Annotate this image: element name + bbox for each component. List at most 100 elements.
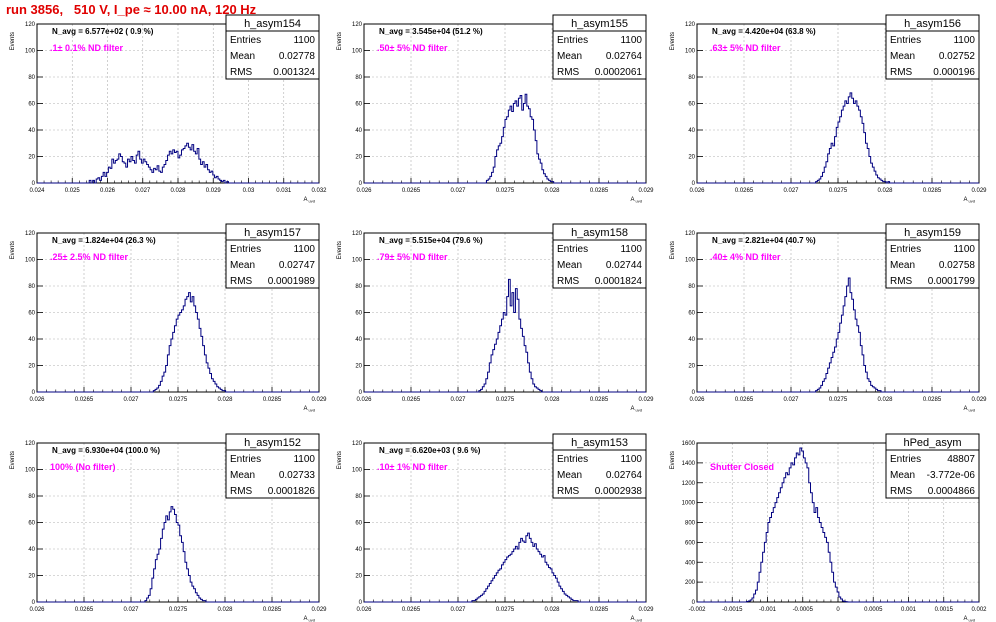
histogram-panel: 0.026 0.0265 0.027 0.0275 0.028 0.0285 0.029 0 2… xyxy=(337,223,654,413)
y-tick-label: 60 xyxy=(355,102,362,108)
x-tick-label: 0.0265 xyxy=(735,188,754,194)
y-tick-label: 60 xyxy=(355,521,362,527)
x-tick-label: 0.0285 xyxy=(263,397,282,403)
x-tick-label: 0.0275 xyxy=(829,397,848,403)
stats-row-value: 1100 xyxy=(620,454,642,465)
x-tick-label: 0.026 xyxy=(689,188,705,194)
y-tick-label: 80 xyxy=(688,75,695,81)
histogram-series xyxy=(37,142,319,184)
x-tick-label: 0.026 xyxy=(689,397,705,403)
x-tick-label: 0.029 xyxy=(206,188,222,194)
filter-annotation: .1± 0.1% ND filter xyxy=(50,43,123,53)
x-tick-label: 0.03 xyxy=(243,188,255,194)
y-tick-label: 20 xyxy=(28,364,35,370)
y-tick-label: 20 xyxy=(28,155,35,161)
x-tick-label: 0.001 xyxy=(901,607,917,613)
stats-row-label: Mean xyxy=(230,51,255,62)
stats-row-label: Mean xyxy=(230,470,255,481)
x-axis-title: Auvd xyxy=(304,616,315,622)
x-tick-label: 0.031 xyxy=(276,188,292,194)
histogram-series xyxy=(697,447,979,603)
y-tick-label: 1400 xyxy=(682,461,696,467)
stats-row-label: Entries xyxy=(230,244,261,255)
x-tick-label: 0.0285 xyxy=(590,607,609,613)
stats-row-value: 0.02744 xyxy=(606,260,643,271)
x-tick-label: 0.029 xyxy=(638,607,654,613)
y-tick-label: 80 xyxy=(355,75,362,81)
y-tick-label: 60 xyxy=(28,311,35,317)
x-tick-label: -0.001 xyxy=(759,607,777,613)
y-tick-label: 100 xyxy=(25,258,36,264)
x-tick-label: 0.025 xyxy=(65,188,81,194)
x-tick-label: 0.026 xyxy=(356,607,372,613)
stats-row-value: 0.000196 xyxy=(933,67,975,78)
y-axis-title: Events xyxy=(670,241,676,259)
y-tick-label: 100 xyxy=(352,468,363,474)
stats-row-label: Mean xyxy=(557,51,582,62)
stats-box xyxy=(552,14,647,80)
y-tick-label: 0 xyxy=(32,600,36,606)
stats-row-label: RMS xyxy=(890,276,913,287)
x-tick-label: 0.028 xyxy=(877,397,893,403)
stats-row-value: 1100 xyxy=(620,35,642,46)
y-tick-label: 0 xyxy=(32,390,36,396)
y-tick-label: 40 xyxy=(355,337,362,343)
x-tick-label: 0.029 xyxy=(638,397,654,403)
y-tick-label: 40 xyxy=(28,337,35,343)
x-tick-label: 0.027 xyxy=(783,397,799,403)
stats-row-value: 0.0002061 xyxy=(595,67,643,78)
x-tick-label: 0 xyxy=(836,607,840,613)
x-tick-label: 0.029 xyxy=(971,397,987,403)
y-tick-label: 120 xyxy=(25,441,36,447)
x-tick-label: 0.0275 xyxy=(829,188,848,194)
x-tick-label: 0.026 xyxy=(356,188,372,194)
filter-annotation: .40± 4% ND filter xyxy=(710,252,781,262)
stats-row-label: RMS xyxy=(557,276,580,287)
stats-row-value: 0.02747 xyxy=(279,260,316,271)
x-tick-label: 0.0015 xyxy=(935,607,954,613)
y-tick-label: 1000 xyxy=(682,501,696,507)
x-tick-label: 0.029 xyxy=(971,188,987,194)
x-tick-label: 0.0285 xyxy=(923,397,942,403)
y-tick-label: 80 xyxy=(355,494,362,500)
stats-row-value: 0.0001989 xyxy=(268,276,316,287)
y-tick-label: 0 xyxy=(692,181,696,187)
x-axis-title: Auvd xyxy=(631,197,642,204)
stats-row-label: RMS xyxy=(557,486,580,497)
stats-box xyxy=(225,433,320,499)
y-tick-label: 100 xyxy=(685,258,696,264)
navg-label: N_avg = 3.545e+04 (51.2 %) xyxy=(379,27,483,36)
stats-box-title: h_asym159 xyxy=(904,227,961,239)
x-tick-label: 0.027 xyxy=(450,188,466,194)
x-tick-label: 0.028 xyxy=(544,397,560,403)
y-tick-label: 0 xyxy=(359,181,363,187)
stats-box xyxy=(885,14,980,80)
y-tick-label: 120 xyxy=(685,22,696,28)
x-tick-label: 0.0265 xyxy=(402,397,421,403)
x-tick-label: 0.0285 xyxy=(590,397,609,403)
y-tick-label: 120 xyxy=(352,22,363,28)
y-tick-label: 20 xyxy=(688,155,695,161)
y-tick-label: 600 xyxy=(685,540,696,546)
stats-row-label: RMS xyxy=(230,276,253,287)
stats-row-label: Mean xyxy=(890,260,915,271)
x-tick-label: 0.028 xyxy=(217,397,233,403)
stats-row-label: RMS xyxy=(230,67,253,78)
stats-box-title: h_asym154 xyxy=(244,18,301,30)
stats-row-value: 0.02758 xyxy=(939,260,976,271)
stats-row-value: 0.02764 xyxy=(606,470,643,481)
y-tick-label: 0 xyxy=(692,390,696,396)
stats-box xyxy=(225,223,320,289)
navg-label: N_avg = 6.620e+03 ( 9.6 %) xyxy=(379,446,481,455)
histogram-series xyxy=(364,278,646,393)
x-tick-label: 0.029 xyxy=(311,607,327,613)
stats-row-value: 0.001324 xyxy=(273,67,315,78)
stats-row-value: 1100 xyxy=(293,454,315,465)
stats-box xyxy=(225,14,320,80)
x-tick-label: 0.026 xyxy=(29,607,45,613)
y-tick-label: 80 xyxy=(28,494,35,500)
y-axis-title: Events xyxy=(670,32,676,50)
x-tick-label: 0.028 xyxy=(170,188,186,194)
y-tick-label: 40 xyxy=(688,337,695,343)
x-tick-label: 0.027 xyxy=(450,607,466,613)
